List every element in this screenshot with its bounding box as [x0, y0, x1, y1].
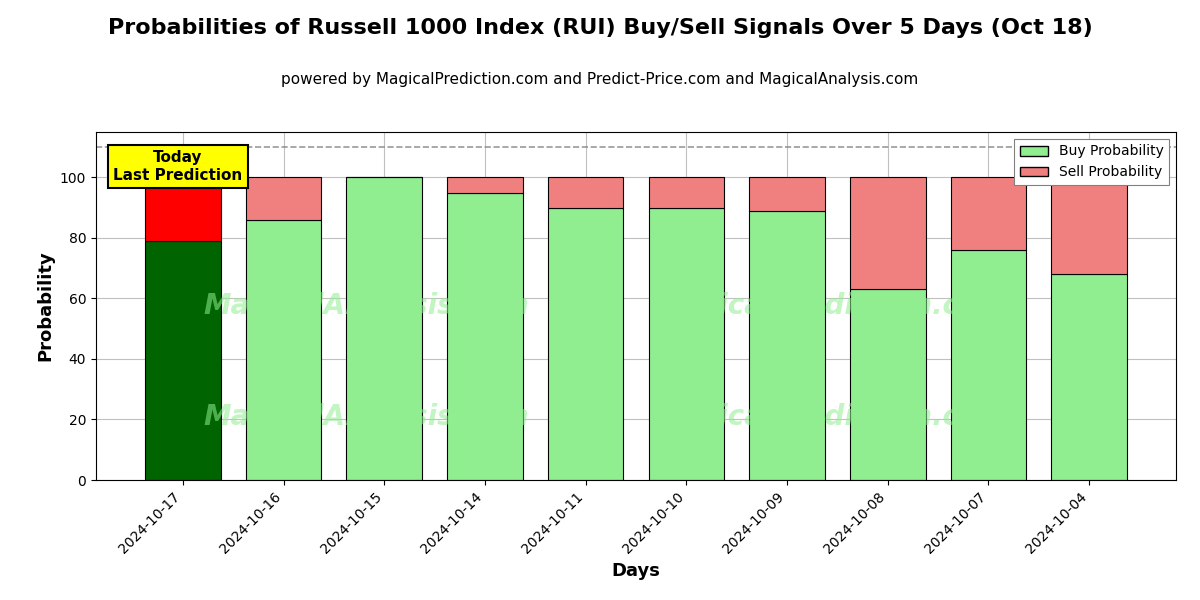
Bar [145, 178, 221, 241]
Bar [347, 178, 422, 480]
Text: Today
Last Prediction: Today Last Prediction [113, 150, 242, 182]
Bar [850, 289, 925, 480]
Y-axis label: Probability: Probability [36, 251, 54, 361]
Bar [145, 241, 221, 480]
Bar [850, 178, 925, 289]
Bar [950, 178, 1026, 250]
Bar [648, 178, 724, 208]
Text: MagicalAnalysis.com: MagicalAnalysis.com [203, 403, 529, 431]
Bar [1051, 274, 1127, 480]
Bar [246, 220, 322, 480]
Text: Probabilities of Russell 1000 Index (RUI) Buy/Sell Signals Over 5 Days (Oct 18): Probabilities of Russell 1000 Index (RUI… [108, 18, 1092, 38]
Bar [1051, 178, 1127, 274]
Bar [548, 178, 624, 208]
Bar [448, 178, 523, 193]
Bar [950, 250, 1026, 480]
Legend: Buy Probability, Sell Probability: Buy Probability, Sell Probability [1014, 139, 1169, 185]
X-axis label: Days: Days [612, 562, 660, 580]
Text: MagicalAnalysis.com: MagicalAnalysis.com [203, 292, 529, 320]
Bar [448, 193, 523, 480]
Text: powered by MagicalPrediction.com and Predict-Price.com and MagicalAnalysis.com: powered by MagicalPrediction.com and Pre… [281, 72, 919, 87]
Bar [246, 178, 322, 220]
Text: MagicalPrediction.com: MagicalPrediction.com [653, 292, 1008, 320]
Bar [648, 208, 724, 480]
Text: MagicalPrediction.com: MagicalPrediction.com [653, 403, 1008, 431]
Bar [749, 211, 824, 480]
Bar [548, 208, 624, 480]
Bar [749, 178, 824, 211]
